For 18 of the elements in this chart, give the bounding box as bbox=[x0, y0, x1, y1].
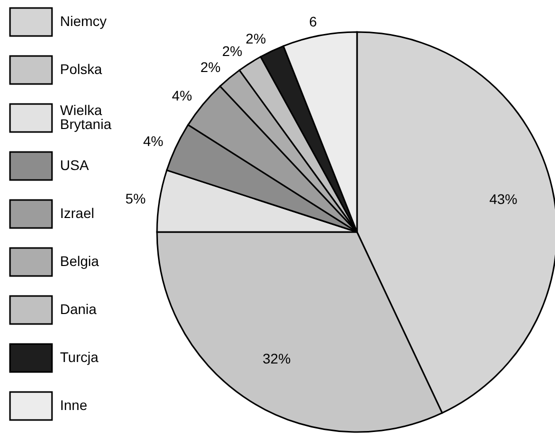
data-label: 32% bbox=[262, 350, 291, 367]
data-label: 5% bbox=[125, 190, 146, 206]
data-label: 2% bbox=[200, 59, 221, 76]
legend-label: Wielka Brytania bbox=[60, 102, 112, 132]
legend-label: Belgia bbox=[60, 253, 100, 269]
legend-label: Turcja bbox=[60, 349, 99, 365]
legend-label: Inne bbox=[60, 397, 88, 413]
legend-label: Dania bbox=[60, 301, 97, 317]
data-label: 4% bbox=[143, 132, 164, 149]
data-label: 43% bbox=[489, 191, 518, 208]
legend-label: Izrael bbox=[60, 205, 94, 221]
legend-label: Polska bbox=[60, 61, 102, 77]
data-label: 2% bbox=[222, 43, 242, 60]
legend-label: USA bbox=[60, 157, 90, 173]
legend-label: Niemcy bbox=[60, 13, 107, 29]
data-label: 4% bbox=[172, 87, 192, 104]
data-label: 6 bbox=[309, 14, 318, 30]
data-label: 2% bbox=[246, 30, 266, 46]
